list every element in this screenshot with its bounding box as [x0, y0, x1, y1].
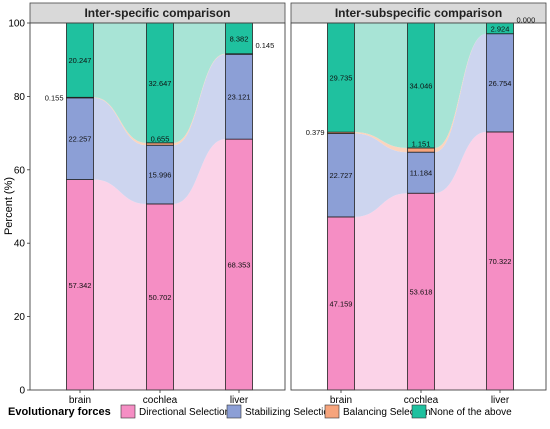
bar-segment-cochlea-balancing-selection — [407, 147, 435, 153]
segment-value-label: 15.996 — [149, 171, 172, 180]
flow-balancing-selection — [354, 132, 408, 153]
segment-value-label: 0.379 — [306, 128, 325, 137]
y-tick-label: 100 — [8, 19, 25, 30]
flow-stabilizing-selection — [354, 133, 408, 217]
legend: Evolutionary forces Directional Selection… — [8, 404, 512, 419]
flow-none-of-the-above — [173, 22, 226, 143]
segment-value-label: 22.727 — [330, 171, 353, 180]
segment-value-label: 34.046 — [410, 81, 433, 90]
panel-1: Inter-specific comparison 57.342 22.257 0.1… — [29, 2, 286, 406]
segment-value-label: 1.151 — [412, 139, 431, 148]
flow-none-of-the-above — [354, 23, 408, 148]
segment-value-label: 0.145 — [256, 41, 275, 50]
legend-label: Balancing Selection — [343, 407, 431, 418]
bar-segment-liver-directional-selection — [486, 131, 514, 391]
flow-balancing-selection — [93, 97, 147, 146]
flow-directional-selection — [93, 179, 147, 390]
legend-title: Evolutionary forces — [8, 406, 111, 418]
bar-segment-liver-none-of-the-above — [225, 22, 253, 55]
x-tick-label: brain — [69, 395, 91, 406]
y-tick-label: 60 — [14, 165, 26, 176]
flow-directional-selection — [354, 193, 408, 390]
segment-value-label: 53.618 — [410, 288, 433, 297]
bar-segment-brain-directional-selection — [327, 216, 355, 391]
panel-2: Inter-subspecific comparison 47.159 22.727… — [290, 2, 547, 406]
x-tick-label: liver — [230, 395, 249, 406]
panel-title: Inter-subspecific comparison — [335, 6, 502, 20]
y-tick-label: 20 — [14, 312, 26, 323]
flow-balancing-selection — [173, 53, 226, 146]
panel-border — [290, 22, 547, 391]
bar-segment-brain-none-of-the-above — [66, 22, 94, 98]
legend-label: Directional Selection — [139, 407, 230, 418]
flow-directional-selection — [434, 131, 487, 390]
segment-value-label: 11.184 — [410, 169, 432, 178]
segment-value-label: 0.655 — [151, 134, 170, 143]
segment-value-label: 22.257 — [69, 135, 92, 144]
legend-label: None of the above — [430, 407, 512, 418]
segment-value-label: 68.353 — [228, 261, 251, 270]
flow-stabilizing-selection — [173, 54, 226, 204]
panel-title: Inter-specific comparison — [84, 6, 230, 20]
flow-balancing-selection — [434, 33, 487, 153]
bar-segment-brain-stabilizing-selection — [327, 133, 355, 218]
bar-segment-cochlea-stabilizing-selection — [407, 151, 435, 194]
segment-value-label: 8.382 — [230, 34, 249, 43]
segment-value-label: 57.342 — [69, 281, 92, 290]
x-tick-label: brain — [330, 395, 352, 406]
x-tick-label: liver — [491, 395, 510, 406]
flow-stabilizing-selection — [434, 33, 487, 194]
bar-segment-cochlea-stabilizing-selection — [146, 144, 174, 205]
segment-value-label: 70.322 — [489, 257, 512, 266]
y-axis-title: Percent (%) — [3, 177, 15, 235]
chart-panels: Inter-specific comparison 57.342 22.257 0.1… — [29, 2, 547, 406]
legend-swatch-balancing-selection — [324, 404, 340, 419]
flow-directional-selection — [173, 139, 226, 390]
bar-segment-cochlea-none-of-the-above — [407, 22, 435, 149]
flow-stabilizing-selection — [93, 97, 147, 204]
bar-segment-cochlea-directional-selection — [407, 192, 435, 391]
bar-segment-cochlea-directional-selection — [146, 203, 174, 391]
legend-label: Stabilizing Selection — [245, 407, 335, 418]
segment-value-label: 47.159 — [330, 299, 353, 308]
segment-value-label: 2.924 — [491, 24, 510, 33]
segment-value-label: 32.647 — [149, 79, 172, 88]
segment-value-label: 20.247 — [69, 56, 92, 65]
segment-value-label: 0.155 — [45, 93, 64, 102]
bar-segment-brain-none-of-the-above — [327, 22, 355, 133]
y-tick-label: 40 — [14, 239, 26, 250]
flow-none-of-the-above — [93, 22, 147, 143]
segment-value-label: 29.735 — [330, 74, 353, 83]
legend-swatch-none-of-the-above — [411, 404, 427, 419]
legend-swatch-directional-selection — [120, 404, 136, 419]
y-tick-label: 80 — [14, 92, 26, 103]
y-axis: 0 20 40 60 80 100 — [8, 19, 30, 397]
segment-value-label: 26.754 — [489, 79, 512, 88]
segment-value-label: 23.121 — [228, 93, 251, 102]
x-tick-label: cochlea — [143, 395, 178, 406]
panel-border — [29, 22, 286, 391]
legend-swatch-stabilizing-selection — [226, 404, 242, 419]
bar-segment-cochlea-none-of-the-above — [146, 22, 174, 144]
segment-value-label: 0.000 — [517, 16, 536, 25]
y-tick-label: 0 — [19, 386, 25, 397]
segment-value-label: 50.702 — [149, 293, 172, 302]
x-tick-label: cochlea — [404, 395, 439, 406]
bar-segment-liver-stabilizing-selection — [225, 53, 253, 140]
flow-none-of-the-above — [434, 23, 487, 148]
